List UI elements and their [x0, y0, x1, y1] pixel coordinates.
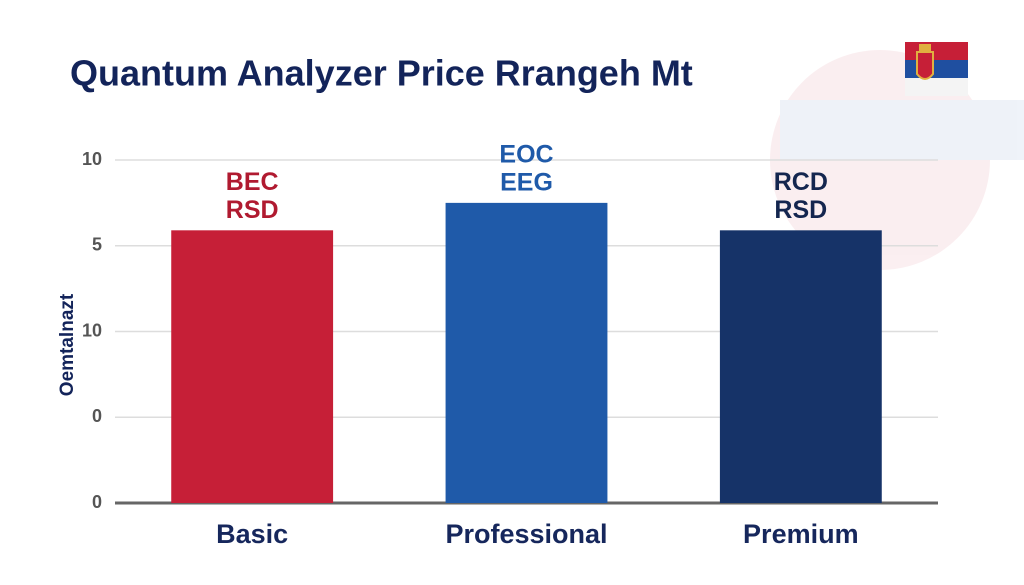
y-axis-label: Oemtalnazt: [57, 293, 78, 396]
bar-label: RSD: [226, 196, 279, 224]
y-tick-label: 10: [82, 320, 102, 340]
flag: [905, 42, 968, 96]
bar-label: EOC: [499, 140, 553, 168]
bar: [445, 202, 608, 503]
bar-label: EEG: [500, 168, 553, 196]
x-tick-label: Premium: [743, 519, 859, 549]
bar-label: BEC: [226, 168, 279, 196]
bar: [719, 230, 882, 503]
x-tick-label: Basic: [216, 519, 288, 549]
bar-label: RCD: [774, 168, 828, 196]
bar-label: RSD: [774, 196, 827, 224]
y-tick-label: 0: [92, 406, 102, 426]
x-tick-label: Professional: [445, 519, 607, 549]
y-tick-label: 5: [92, 235, 102, 255]
y-tick-label: 0: [92, 492, 102, 512]
y-tick-label: 10: [82, 149, 102, 169]
bar: [171, 230, 334, 503]
chart-title: Quantum Analyzer Price Rrangeh Mt: [70, 53, 693, 94]
